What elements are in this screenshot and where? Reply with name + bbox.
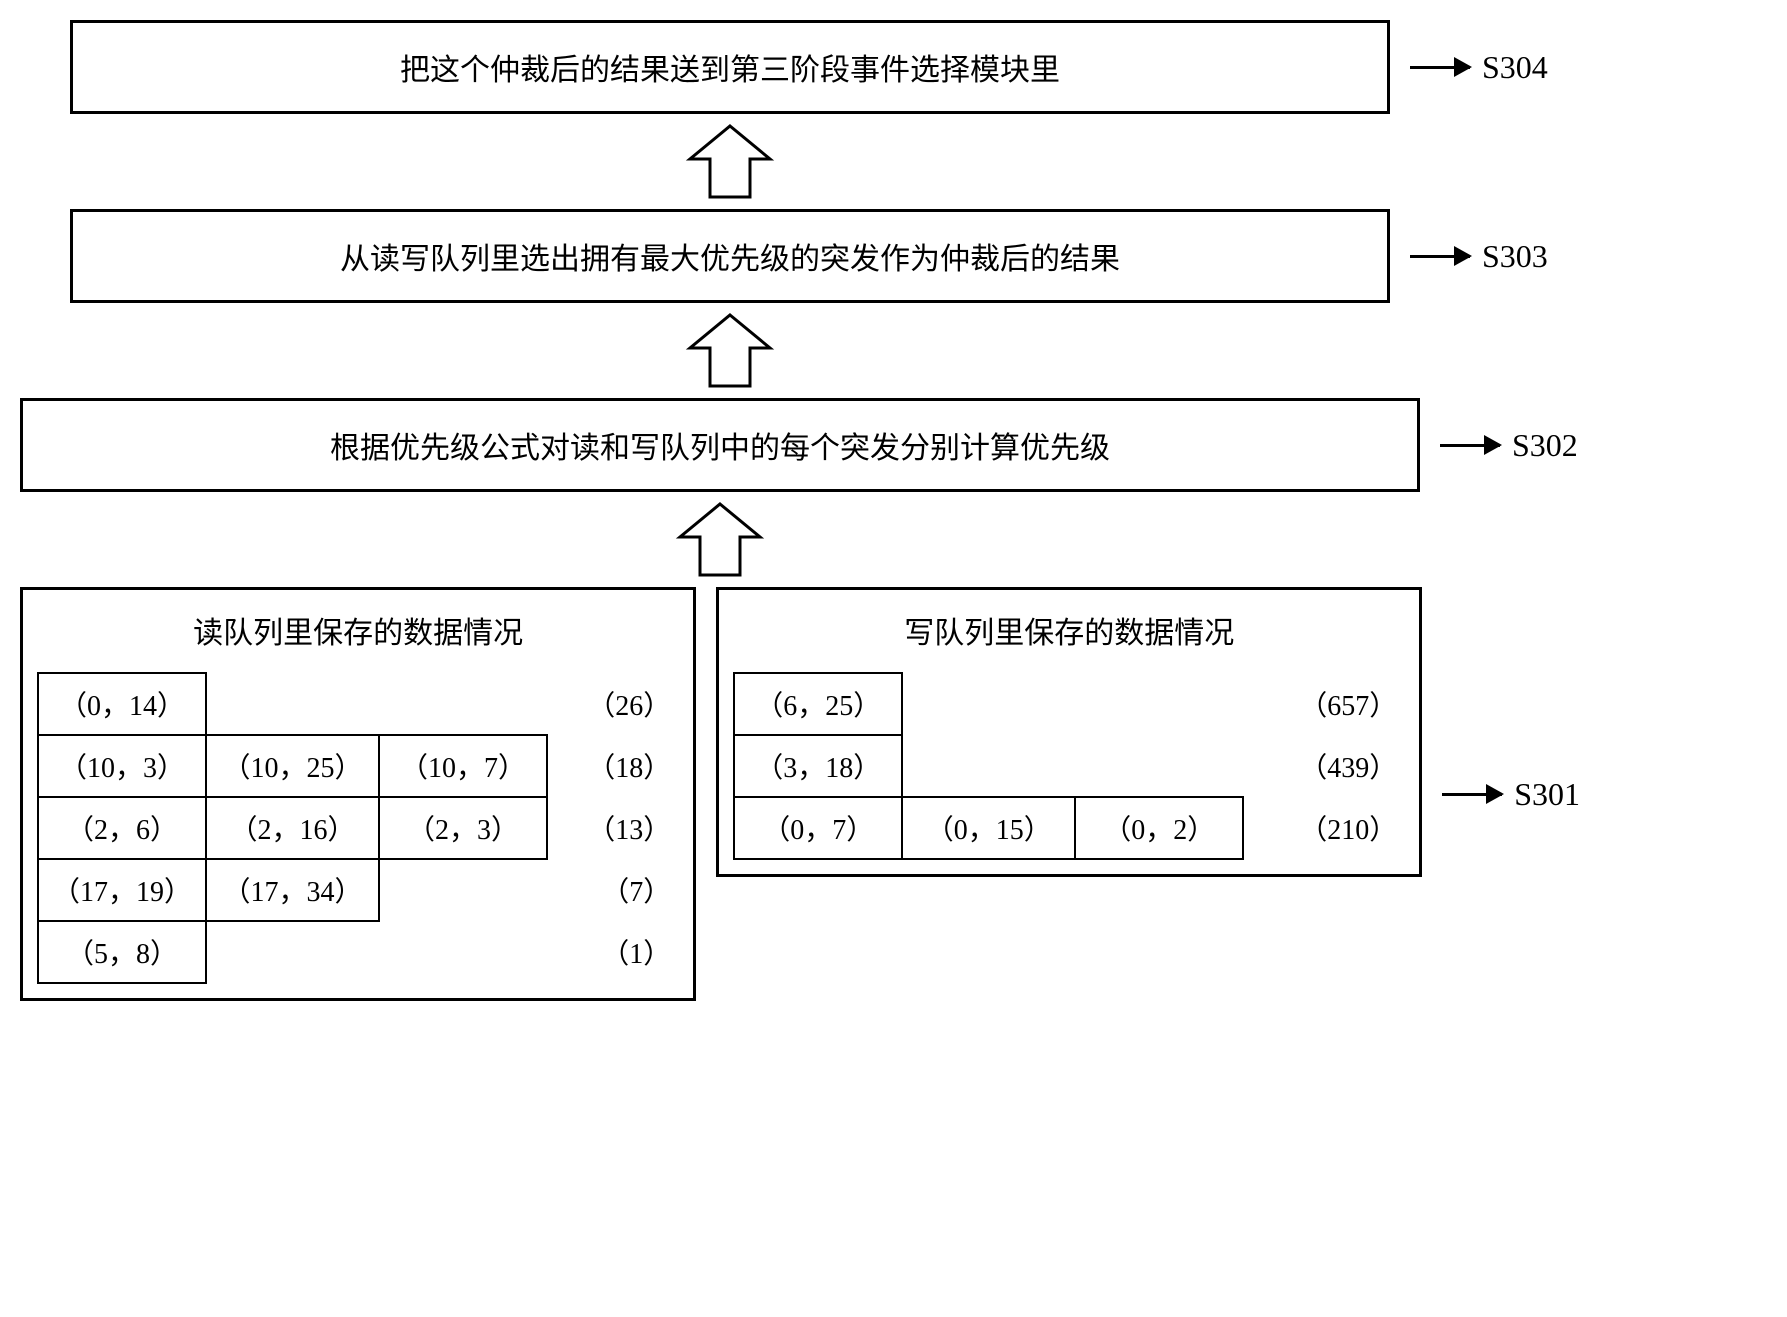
queue-cell: （5，8） (37, 920, 207, 984)
queue-cell: （6，25） (733, 672, 903, 736)
queue-cell: （10，7） (378, 734, 548, 798)
arrow-right-icon (1410, 66, 1470, 69)
step-text-s303: 从读写队列里选出拥有最大优先级的突发作为仲裁后的结果 (340, 243, 1120, 276)
step-row-s301: 读队列里保存的数据情况 （0，14） （26） （10，3） （10，25） （… (20, 587, 1580, 1001)
queue-cell: （2，3） (378, 796, 548, 860)
row-value: （439） (1291, 736, 1405, 798)
step-box-s303: 从读写队列里选出拥有最大优先级的突发作为仲裁后的结果 (70, 209, 1390, 303)
step-row-s303: 从读写队列里选出拥有最大优先级的突发作为仲裁后的结果 S303 (20, 209, 1580, 303)
step-label-s301: S301 (1442, 776, 1580, 813)
row-value: （18） (579, 736, 679, 798)
queue-cell: （2，16） (205, 796, 380, 860)
write-queue-panel: 写队列里保存的数据情况 （6，25） （657） （3，18） （439） （0… (716, 587, 1422, 877)
queue-cell: （3，18） (733, 734, 903, 798)
arrow-right-icon (1410, 255, 1470, 258)
row-value: （7） (593, 860, 679, 922)
read-queue-title: 读队列里保存的数据情况 (37, 608, 679, 652)
step-text-s304: 把这个仲裁后的结果送到第三阶段事件选择模块里 (400, 54, 1060, 87)
row-value: （13） (579, 798, 679, 860)
step-row-s304: 把这个仲裁后的结果送到第三阶段事件选择模块里 S304 (20, 20, 1580, 114)
queue-cell: （2，6） (37, 796, 207, 860)
step-box-s302: 根据优先级公式对读和写队列中的每个突发分别计算优先级 (20, 398, 1420, 492)
arrow-right-icon (1440, 444, 1500, 447)
queue-cell: （10，3） (37, 734, 207, 798)
arrow-up-icon (685, 124, 775, 199)
table-row: （6，25） （657） (733, 674, 1405, 736)
queue-cell: （17，34） (205, 858, 380, 922)
row-value: （210） (1291, 798, 1405, 860)
arrow-up-icon (675, 502, 765, 577)
table-row: （10，3） （10，25） （10，7） （18） (37, 736, 679, 798)
arrow-up-s302-s303 (70, 313, 1390, 388)
queue-cell: （0，7） (733, 796, 903, 860)
step-text-s302: 根据优先级公式对读和写队列中的每个突发分别计算优先级 (330, 432, 1110, 465)
table-row: （0，14） （26） (37, 674, 679, 736)
arrow-up-s303-s304 (70, 124, 1390, 199)
row-value: （657） (1291, 674, 1405, 736)
step-row-s302: 根据优先级公式对读和写队列中的每个突发分别计算优先级 S302 (20, 398, 1580, 492)
label-s301: S301 (1514, 776, 1580, 813)
row-value: （26） (579, 674, 679, 736)
step-box-s304: 把这个仲裁后的结果送到第三阶段事件选择模块里 (70, 20, 1390, 114)
flowchart-diagram: 把这个仲裁后的结果送到第三阶段事件选择模块里 S304 从读写队列里选出拥有最大… (20, 20, 1580, 1001)
table-row: （0，7） （0，15） （0，2） （210） (733, 798, 1405, 860)
arrow-right-icon (1442, 793, 1502, 796)
queue-cell: （0，15） (901, 796, 1076, 860)
row-value: （1） (593, 922, 679, 984)
step-label-s304: S304 (1410, 49, 1548, 86)
label-s304: S304 (1482, 49, 1548, 86)
queue-cell: （10，25） (205, 734, 380, 798)
step-label-s302: S302 (1440, 427, 1578, 464)
table-row: （5，8） （1） (37, 922, 679, 984)
step-label-s303: S303 (1410, 238, 1548, 275)
queue-cell: （0，2） (1074, 796, 1244, 860)
arrow-up-s301-s302 (20, 502, 1420, 577)
table-row: （3，18） （439） (733, 736, 1405, 798)
write-queue-title: 写队列里保存的数据情况 (733, 608, 1405, 652)
queue-cell: （17，19） (37, 858, 207, 922)
label-s302: S302 (1512, 427, 1578, 464)
read-queue-panel: 读队列里保存的数据情况 （0，14） （26） （10，3） （10，25） （… (20, 587, 696, 1001)
arrow-up-icon (685, 313, 775, 388)
queue-cell: （0，14） (37, 672, 207, 736)
table-row: （17，19） （17，34） （7） (37, 860, 679, 922)
table-row: （2，6） （2，16） （2，3） （13） (37, 798, 679, 860)
label-s303: S303 (1482, 238, 1548, 275)
